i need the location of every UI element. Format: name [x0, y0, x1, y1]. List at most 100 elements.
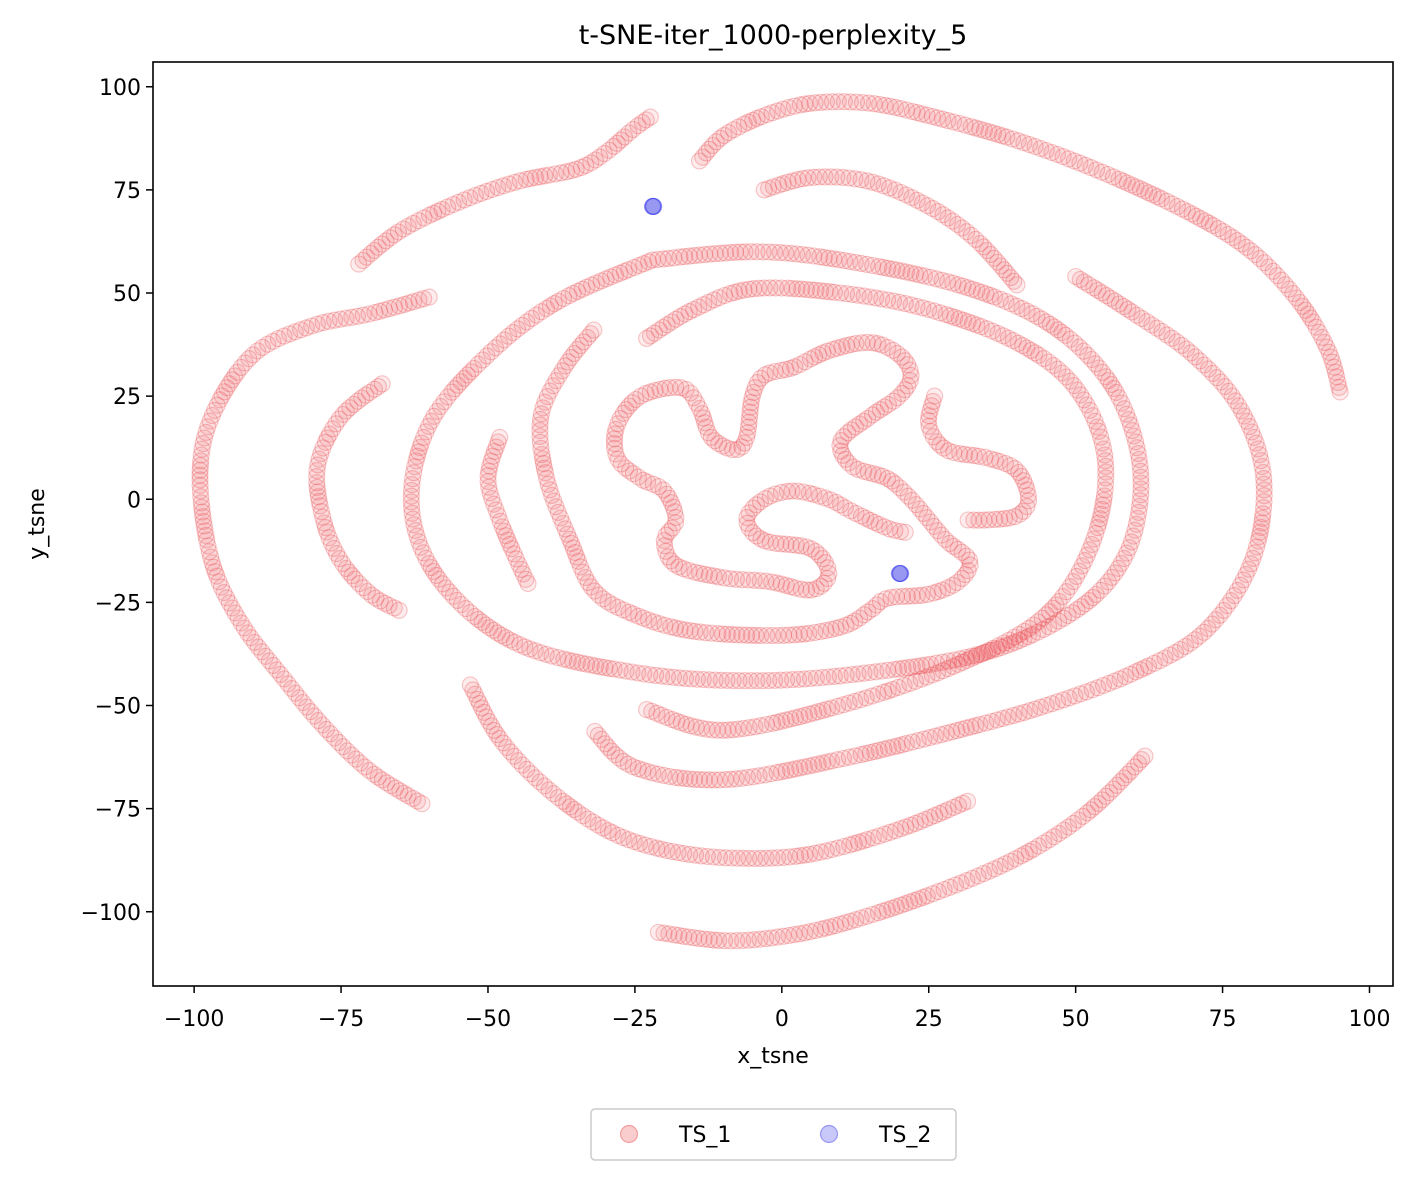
- ts1-point: [1118, 544, 1136, 562]
- ts1-point: [777, 711, 795, 729]
- ts1-point: [343, 308, 361, 326]
- ts1-point: [879, 259, 897, 277]
- ts1-point: [361, 383, 379, 402]
- ts1-point: [650, 321, 668, 339]
- ts1-point: [855, 287, 873, 305]
- ts1-point: [879, 291, 897, 309]
- ts1-point: [1057, 368, 1075, 386]
- ts1-point: [676, 621, 694, 639]
- ts1-point: [414, 544, 432, 562]
- ts1-point: [1090, 514, 1108, 532]
- ts1-point: [745, 280, 763, 298]
- ts1-point: [518, 760, 536, 778]
- ts1-point: [681, 622, 699, 640]
- ts1-point: [823, 699, 841, 717]
- ts1-point: [498, 738, 516, 757]
- ts1-point: [892, 183, 910, 202]
- ts1-point: [870, 258, 888, 276]
- ts1-point: [957, 719, 975, 737]
- ts1-point: [1224, 229, 1242, 247]
- ts1-point: [579, 573, 597, 591]
- ts1-point: [271, 665, 290, 683]
- ts1-point: [639, 763, 657, 781]
- ts1-point: [888, 261, 906, 279]
- ts1-point: [930, 805, 948, 823]
- ts1-point: [1216, 378, 1234, 396]
- ts1-point: [587, 657, 605, 675]
- ts1-point: [703, 624, 721, 642]
- ts1-point: [1050, 612, 1068, 630]
- ts1-point: [1204, 217, 1222, 235]
- ts1-point: [962, 718, 980, 736]
- ts1-point: [896, 895, 914, 913]
- ts1-point: [971, 645, 989, 663]
- ts1-point: [1181, 634, 1199, 652]
- ts1-point: [1053, 364, 1071, 382]
- ts1-point: [993, 638, 1011, 656]
- ts1-point: [763, 626, 782, 645]
- ts1-point: [369, 377, 388, 396]
- ts1-point: [944, 212, 962, 230]
- ts1-point: [229, 609, 247, 627]
- ts1-point: [858, 255, 876, 273]
- ts1-point: [1086, 412, 1104, 430]
- ts1-point: [1253, 514, 1271, 532]
- ts1-point: [1063, 604, 1082, 622]
- ts1-point: [884, 738, 902, 756]
- ts1-point: [1097, 469, 1115, 487]
- ts1-point: [539, 475, 557, 493]
- ts1-point: [879, 661, 897, 679]
- ts1-point: [712, 671, 730, 689]
- ts1-point: [779, 173, 797, 191]
- ts1-point: [832, 915, 850, 933]
- ts1-point: [971, 234, 989, 253]
- ts1-point: [908, 191, 926, 209]
- ts1-point: [973, 644, 991, 662]
- ts1-point: [1140, 657, 1158, 675]
- ts1-point: [518, 313, 536, 331]
- ts1-point: [661, 767, 679, 786]
- ts1-point: [404, 293, 423, 311]
- ts1-point: [879, 682, 897, 700]
- ts1-point: [531, 433, 549, 451]
- ts1-point: [914, 299, 932, 317]
- ts1-point: [761, 279, 779, 297]
- ts1-point: [495, 331, 513, 349]
- ts1-point: [963, 649, 981, 667]
- ts1-point: [635, 255, 653, 273]
- legend-marker-ts1: [619, 1124, 639, 1144]
- ts1-point: [420, 206, 439, 224]
- ts1-point: [648, 704, 666, 722]
- ts1-point: [1166, 643, 1185, 661]
- ts1-point: [654, 250, 672, 268]
- ts1-point: [1252, 518, 1270, 537]
- ts1-point: [480, 462, 498, 480]
- ts1-point: [724, 721, 742, 739]
- ts1-point: [1080, 592, 1098, 610]
- ts1-point: [1132, 462, 1150, 480]
- ts1-point: [1144, 186, 1162, 204]
- ts1-point: [425, 407, 443, 425]
- ts1-point: [1106, 292, 1124, 310]
- ts1-point: [1253, 509, 1271, 527]
- ts1-point: [322, 534, 340, 552]
- ts1-point: [809, 703, 827, 721]
- ts1-point: [929, 522, 947, 540]
- ts1-point: [205, 558, 223, 576]
- ts1-point: [537, 645, 555, 663]
- ts1-point: [839, 424, 857, 442]
- ts1-point: [599, 738, 617, 756]
- ts1-point: [785, 97, 803, 115]
- ts1-point: [873, 662, 891, 680]
- ts1-point: [391, 782, 409, 800]
- ts1-point: [385, 298, 403, 316]
- ts1-point: [477, 616, 495, 634]
- ts1-point: [1067, 567, 1086, 585]
- ts1-point: [1040, 618, 1058, 636]
- ts1-point: [1095, 487, 1113, 505]
- ts1-point: [1093, 501, 1111, 519]
- ts1-point: [1095, 491, 1113, 510]
- ts1-point: [1006, 633, 1024, 651]
- ts1-point: [924, 885, 942, 903]
- ts1-point: [441, 583, 459, 601]
